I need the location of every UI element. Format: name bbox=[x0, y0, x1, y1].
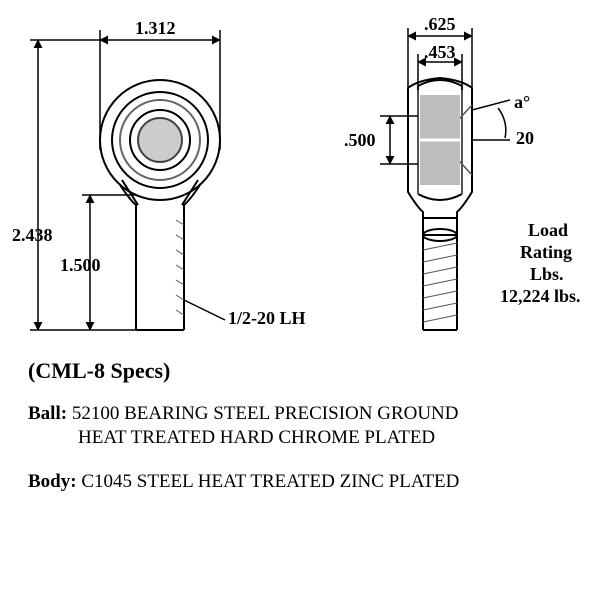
angle-value: 20 bbox=[516, 128, 534, 149]
load-value: 12,224 lbs. bbox=[500, 286, 581, 307]
dim-inner-top: .453 bbox=[424, 42, 456, 63]
angle-a-label: a° bbox=[514, 92, 530, 113]
load-l2: Rating bbox=[520, 242, 572, 263]
body-line1: C1045 STEEL HEAT TREATED ZINC PLATED bbox=[81, 471, 459, 492]
front-dims bbox=[30, 30, 225, 330]
dim-bore: .500 bbox=[344, 130, 376, 151]
ball-label: Ball: bbox=[28, 403, 67, 424]
ball-line1: 52100 BEARING STEEL PRECISION GROUND bbox=[72, 403, 459, 424]
load-l3: Lbs. bbox=[530, 264, 564, 285]
dim-stem-height: 1.500 bbox=[60, 255, 101, 276]
front-view bbox=[100, 80, 220, 330]
load-l1: Load bbox=[528, 220, 568, 241]
dim-overall-height: 2.438 bbox=[12, 225, 53, 246]
dim-width-top: 1.312 bbox=[135, 18, 176, 39]
body-label: Body: bbox=[28, 471, 77, 492]
ball-line2: HEAT TREATED HARD CHROME PLATED bbox=[78, 426, 435, 450]
thread-label: 1/2-20 LH bbox=[228, 308, 306, 329]
dim-outer-top: .625 bbox=[424, 14, 456, 35]
spec-title: (CML-8 Specs) bbox=[28, 358, 170, 384]
